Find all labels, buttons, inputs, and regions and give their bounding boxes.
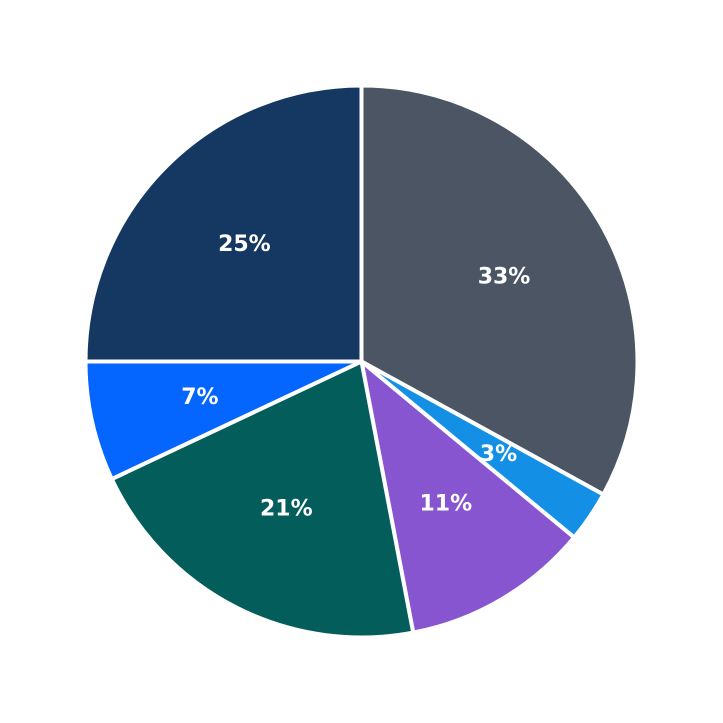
pie-slice-label-5: 25% [218, 232, 271, 257]
pie-slice-4 [83, 359, 364, 482]
pie-slice-2 [359, 359, 577, 635]
pie-slice-0 [359, 83, 640, 497]
pie-slice-3 [109, 359, 416, 640]
pie-slice-label-3: 21% [260, 497, 313, 522]
pie-slice-5 [83, 83, 364, 364]
pie-labels: 33% 3% 11% 21% 7% 25% [181, 232, 530, 522]
pie-slice-label-1: 3% [480, 442, 517, 467]
pie-slice-label-4: 7% [181, 385, 218, 410]
pie-slices [83, 83, 640, 640]
pie-slice-label-0: 33% [478, 265, 531, 290]
pie-slice-label-2: 11% [419, 492, 472, 517]
